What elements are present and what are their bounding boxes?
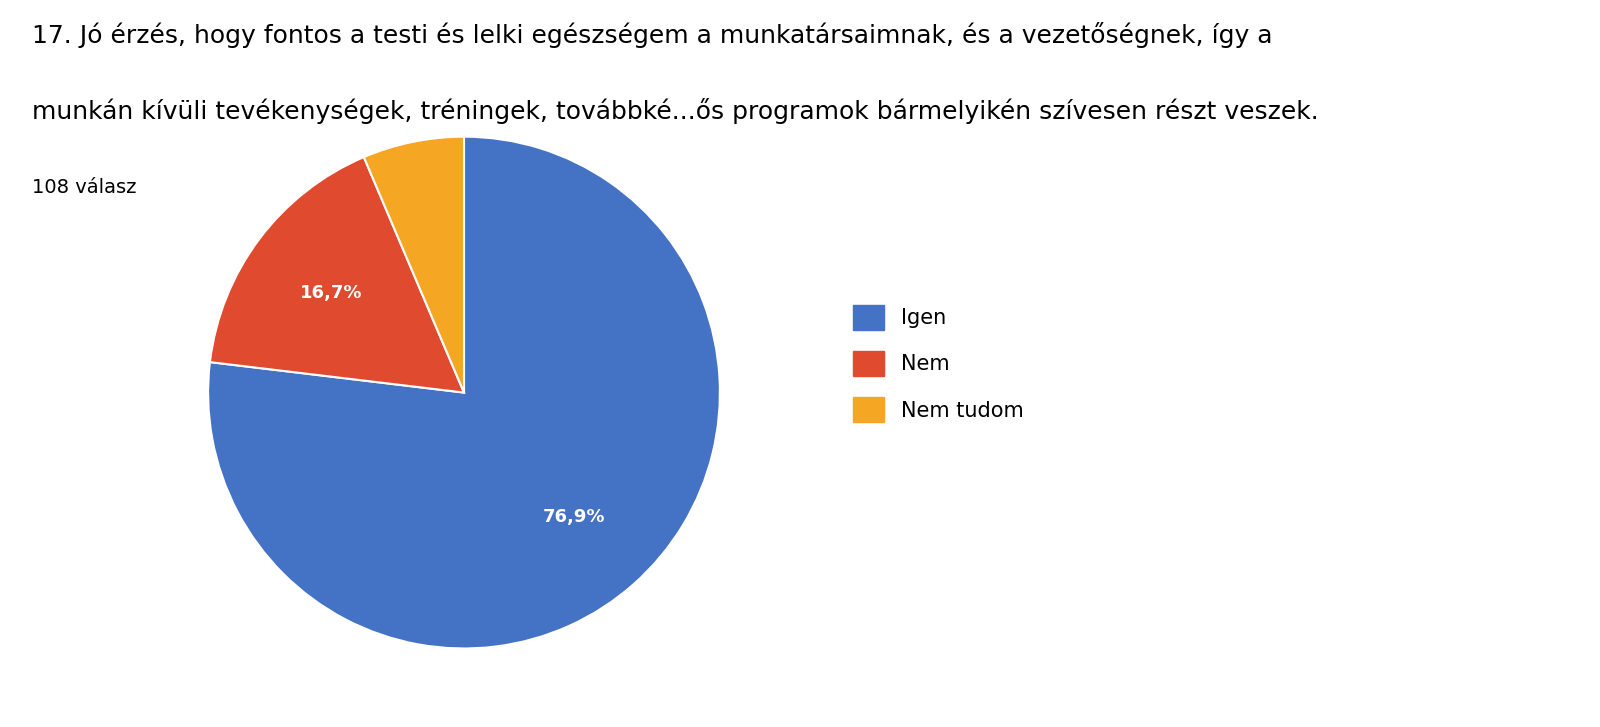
Wedge shape (208, 137, 720, 648)
Text: munkán kívüli tevékenységek, tréningek, továbbké...ős programok bármelyikén szív: munkán kívüli tevékenységek, tréningek, … (32, 98, 1318, 124)
Text: 16,7%: 16,7% (299, 284, 362, 302)
Text: 76,9%: 76,9% (542, 508, 606, 526)
Legend: Igen, Nem, Nem tudom: Igen, Nem, Nem tudom (843, 294, 1034, 433)
Wedge shape (210, 157, 464, 393)
Text: 17. Jó érzés, hogy fontos a testi és lelki egészségem a munkatársaimnak, és a ve: 17. Jó érzés, hogy fontos a testi és lel… (32, 22, 1272, 48)
Wedge shape (363, 137, 464, 393)
Text: 108 válasz: 108 válasz (32, 178, 136, 197)
